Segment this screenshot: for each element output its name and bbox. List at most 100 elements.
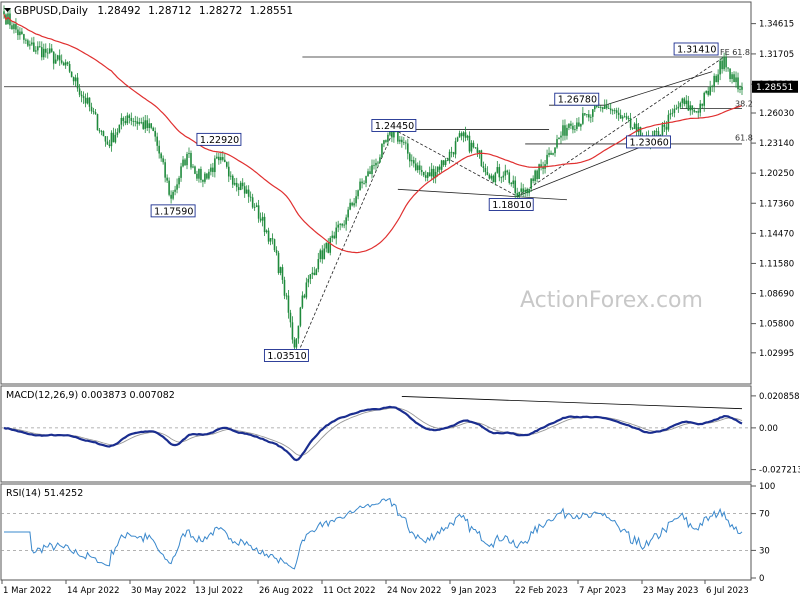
rsi-line bbox=[4, 497, 743, 570]
price-axis-label: 1.20250 bbox=[759, 169, 794, 179]
candle-body bbox=[424, 175, 427, 178]
candle-body bbox=[391, 130, 393, 138]
candle-body bbox=[140, 122, 143, 123]
candle-body bbox=[613, 110, 616, 112]
candle-body bbox=[341, 223, 343, 226]
candle-body bbox=[369, 171, 371, 175]
fibonacci-label: FE 61.8 bbox=[720, 48, 750, 57]
candle-body bbox=[397, 130, 399, 142]
candle-body bbox=[160, 153, 162, 159]
candle-body bbox=[345, 217, 347, 225]
watermark: ActionForex.com bbox=[520, 288, 703, 313]
rsi-axis-label: 30 bbox=[759, 546, 770, 556]
candle-body bbox=[689, 105, 692, 111]
candle-body bbox=[633, 123, 636, 129]
candle-body bbox=[542, 166, 544, 169]
candle-body bbox=[58, 55, 61, 61]
candle-body bbox=[593, 106, 596, 110]
candle-body bbox=[693, 110, 696, 112]
candle-body bbox=[37, 46, 39, 51]
candle-body bbox=[582, 113, 584, 124]
candle-body bbox=[333, 235, 336, 239]
candle-body bbox=[176, 184, 178, 190]
candle-body bbox=[737, 77, 739, 90]
candle-body bbox=[110, 132, 113, 147]
candle-body bbox=[174, 189, 176, 192]
candle-body bbox=[725, 56, 727, 68]
candle-body bbox=[540, 164, 542, 167]
candle-body bbox=[560, 135, 562, 138]
candle-body bbox=[675, 108, 678, 110]
candle-body bbox=[367, 171, 369, 177]
price-panel: ActionForex.com 1.346151.317051.288001.2… bbox=[0, 1, 798, 385]
candle-body bbox=[325, 242, 328, 249]
candle-body bbox=[363, 183, 365, 184]
candle-body bbox=[224, 159, 226, 163]
candle-body bbox=[580, 123, 582, 127]
macd-signal-line bbox=[3, 407, 743, 456]
candle-body bbox=[629, 118, 632, 128]
candle-body bbox=[331, 235, 334, 238]
candle-body bbox=[639, 127, 642, 139]
candle-body bbox=[343, 224, 345, 226]
candle-body bbox=[100, 131, 103, 132]
candle-body bbox=[468, 135, 471, 152]
price-annotations: 1.31410 1.26780 1.23060 1.24450 1.22920 1.180… bbox=[150, 42, 753, 362]
candle-body bbox=[625, 116, 628, 119]
candle-body bbox=[164, 162, 166, 178]
candle-body bbox=[687, 100, 690, 111]
candle-body bbox=[243, 186, 246, 194]
candle-body bbox=[599, 107, 602, 109]
candle-body bbox=[263, 216, 266, 233]
candle-body bbox=[635, 123, 638, 133]
candle-body bbox=[442, 160, 445, 165]
rsi-axis-label: 0 bbox=[759, 574, 764, 584]
candle-body bbox=[631, 127, 634, 129]
price-annotation-label: 1.31410 bbox=[677, 44, 716, 55]
candle-body bbox=[721, 60, 723, 70]
candle-body bbox=[104, 136, 107, 142]
sma-line bbox=[3, 14, 743, 254]
price-axis-label: 1.08690 bbox=[759, 290, 794, 300]
candle-body bbox=[291, 322, 294, 340]
price-axis-label: 1.05800 bbox=[759, 320, 794, 330]
candle-body bbox=[385, 140, 387, 142]
candle-body bbox=[11, 25, 13, 30]
candle-body bbox=[204, 173, 206, 182]
macd-axis-label: -0.027213 bbox=[759, 466, 800, 476]
candle-body bbox=[46, 52, 49, 54]
time-axis-label: 13 Jul 2022 bbox=[195, 586, 243, 596]
candle-body bbox=[114, 134, 117, 143]
candle-body bbox=[410, 160, 413, 162]
channel-line bbox=[604, 71, 713, 106]
candle-body bbox=[504, 170, 507, 176]
candle-body bbox=[578, 122, 580, 127]
candle-body bbox=[186, 153, 188, 166]
candle-body bbox=[570, 123, 572, 126]
candle-body bbox=[568, 123, 570, 128]
candle-body bbox=[715, 75, 717, 83]
candle-body bbox=[456, 137, 459, 142]
candle-body bbox=[697, 111, 700, 113]
candle-body bbox=[208, 171, 210, 179]
close-value: 1.28551 bbox=[250, 5, 293, 17]
candle-body bbox=[603, 105, 606, 109]
candle-body bbox=[351, 202, 353, 206]
candle-body bbox=[709, 86, 711, 95]
candle-body bbox=[502, 175, 505, 178]
candle-body bbox=[118, 124, 121, 133]
price-annotation-label: 1.03510 bbox=[267, 351, 306, 362]
candle-body bbox=[299, 307, 302, 326]
candle-body bbox=[337, 224, 339, 228]
candle-body bbox=[313, 272, 316, 275]
candle-body bbox=[21, 31, 23, 35]
candle-body bbox=[609, 108, 612, 111]
candle-body bbox=[699, 103, 702, 113]
candle-body bbox=[68, 64, 71, 72]
candle-body bbox=[460, 133, 463, 137]
candle-body bbox=[329, 237, 332, 253]
candle-body bbox=[663, 124, 666, 127]
candle-body bbox=[601, 107, 604, 109]
candle-body bbox=[536, 170, 538, 180]
